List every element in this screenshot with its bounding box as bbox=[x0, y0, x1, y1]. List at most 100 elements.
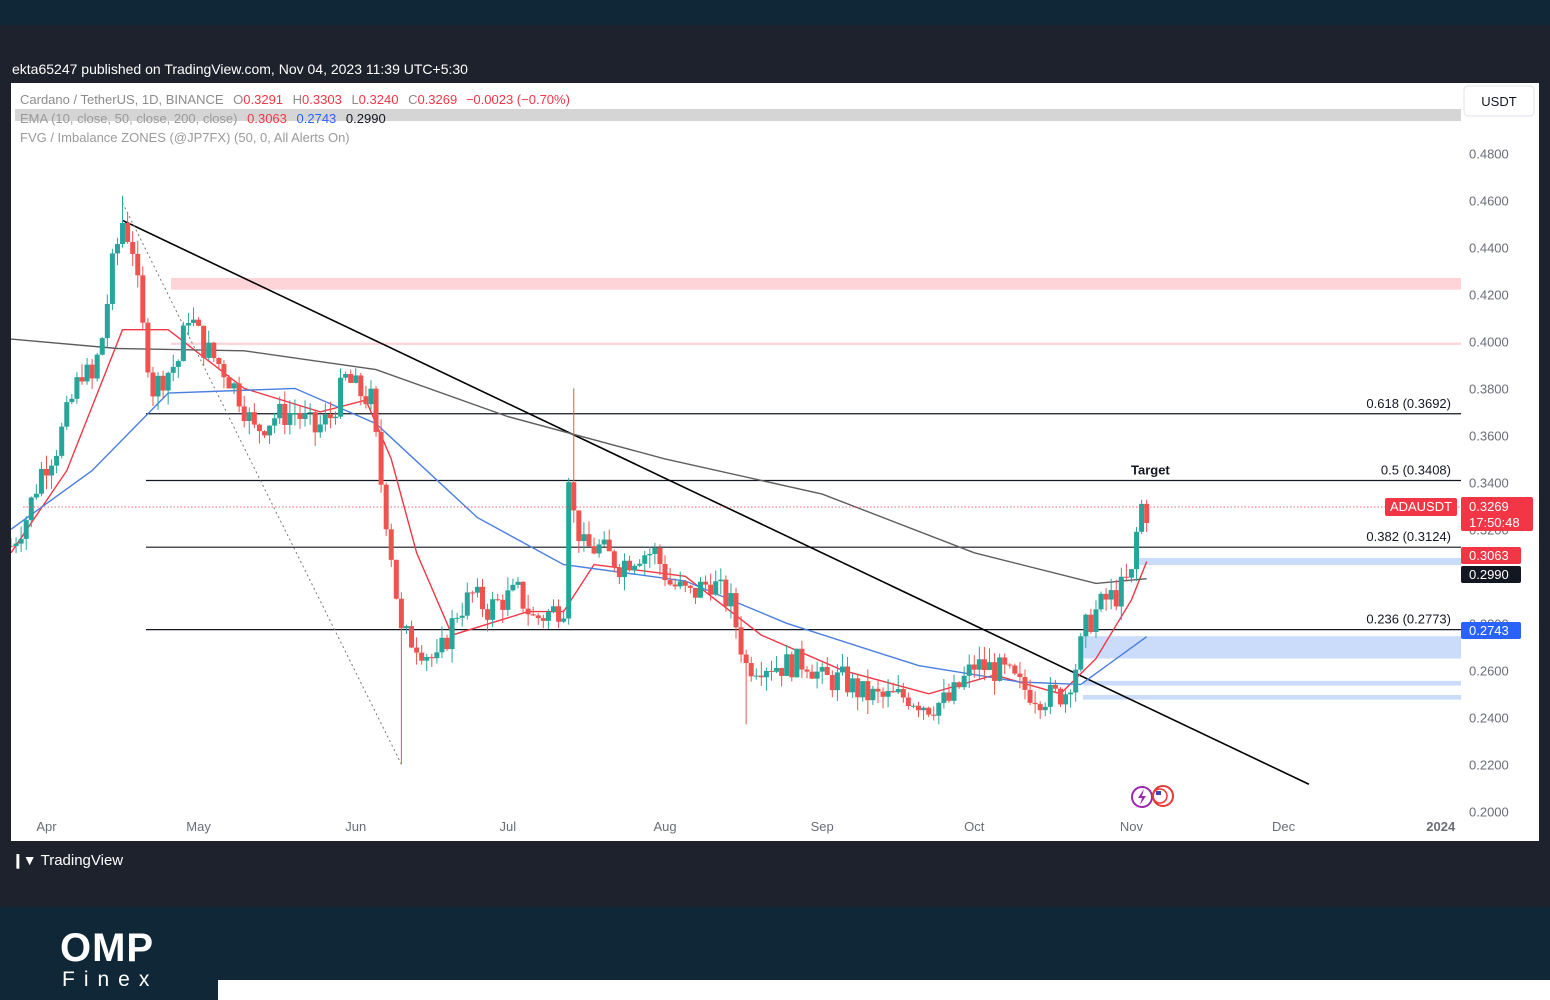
candle-body bbox=[753, 675, 759, 677]
candle-body bbox=[79, 377, 85, 382]
candle-body bbox=[1128, 569, 1134, 578]
legend-fvg: FVG / Imbalance ZONES (@JP7FX) (50, 0, A… bbox=[20, 130, 350, 145]
y-tick-label: 0.4200 bbox=[1469, 287, 1509, 302]
candle-body bbox=[986, 662, 992, 671]
candle-body bbox=[890, 690, 896, 693]
candle-body bbox=[865, 681, 871, 701]
candle-body bbox=[956, 682, 962, 688]
candle-body bbox=[566, 482, 572, 619]
candle-body bbox=[692, 587, 698, 598]
ema10-tag bbox=[1461, 547, 1521, 564]
candle-body bbox=[936, 702, 942, 716]
candle-body bbox=[480, 586, 486, 610]
candle-body bbox=[94, 354, 100, 379]
candle-body bbox=[363, 396, 369, 405]
candle-body bbox=[632, 565, 638, 571]
x-tick-label: 2024 bbox=[1426, 819, 1456, 834]
candle-body bbox=[216, 358, 222, 365]
candle-body bbox=[378, 431, 384, 485]
candle-body bbox=[1027, 689, 1033, 703]
candle-body bbox=[120, 222, 126, 245]
candle-body bbox=[282, 403, 288, 425]
candle-body bbox=[1063, 694, 1069, 705]
candle-body bbox=[713, 581, 719, 595]
chart-container[interactable]: 0.618 (0.3692) 0.5 (0.3408) 0.382 (0.3124)… bbox=[8, 83, 1539, 841]
fib-label-1: 0.5 (0.3408) bbox=[1381, 462, 1451, 477]
candle-body bbox=[596, 544, 602, 554]
candle-body bbox=[708, 584, 714, 595]
candle-body bbox=[647, 553, 653, 556]
candle-body bbox=[211, 342, 217, 359]
ema200-tag-value: 0.2990 bbox=[1469, 567, 1509, 582]
candle-body bbox=[160, 375, 166, 391]
candle-body bbox=[1103, 593, 1109, 600]
price-chart[interactable]: 0.618 (0.3692) 0.5 (0.3408) 0.382 (0.3124)… bbox=[8, 83, 1539, 841]
y-tick-label: 0.4400 bbox=[1469, 240, 1509, 255]
candle-body bbox=[926, 707, 932, 715]
legend-l-value: 0.3240 bbox=[359, 92, 399, 107]
candle-body bbox=[779, 667, 785, 676]
currency-box[interactable] bbox=[1463, 85, 1535, 117]
candle-body bbox=[951, 682, 957, 701]
candle-body bbox=[601, 539, 607, 545]
fvg-zones bbox=[171, 277, 1461, 700]
candles bbox=[8, 195, 1150, 765]
candle-body bbox=[317, 424, 323, 433]
candle-body bbox=[500, 599, 506, 610]
candle-body bbox=[297, 413, 303, 419]
candle-body bbox=[403, 626, 409, 629]
legend-ema50: 0.2743 bbox=[297, 111, 337, 126]
candle-body bbox=[267, 425, 273, 436]
candle-body bbox=[829, 675, 835, 691]
fib-levels: 0.618 (0.3692) 0.5 (0.3408) 0.382 (0.3124)… bbox=[146, 396, 1461, 631]
candle-body bbox=[109, 253, 115, 304]
candle-body bbox=[921, 707, 927, 711]
candle-body bbox=[444, 637, 450, 650]
lightning-icon[interactable] bbox=[1131, 786, 1153, 808]
candle-body bbox=[535, 615, 541, 619]
candle-body bbox=[33, 493, 39, 498]
fvg-blue-zone-1 bbox=[1083, 636, 1461, 659]
legend-h-value: 0.3303 bbox=[302, 92, 342, 107]
candle-body bbox=[763, 670, 769, 678]
candle-body bbox=[338, 377, 344, 417]
candle-body bbox=[910, 705, 916, 707]
us-flag-icon[interactable] bbox=[1152, 785, 1174, 807]
candle-body bbox=[520, 581, 526, 609]
candle-body bbox=[1002, 657, 1008, 665]
candle-body bbox=[191, 319, 197, 323]
candle-body bbox=[758, 675, 764, 678]
candle-body bbox=[332, 416, 338, 419]
candle-body bbox=[1083, 614, 1089, 637]
candle-body bbox=[687, 585, 693, 588]
candle-body bbox=[677, 581, 683, 587]
candle-body bbox=[388, 529, 394, 560]
candle-body bbox=[373, 388, 379, 432]
tradingview-logo[interactable]: ❙▼ TradingView bbox=[12, 852, 123, 869]
symbol-tag-label: ADAUSDT bbox=[1390, 499, 1452, 514]
fib-label-2: 0.382 (0.3124) bbox=[1366, 529, 1451, 544]
countdown: 17:50:48 bbox=[1469, 515, 1520, 530]
candle-body bbox=[895, 688, 901, 693]
candle-body bbox=[206, 342, 212, 358]
candle-body bbox=[561, 618, 567, 622]
candle-body bbox=[140, 275, 146, 323]
candle-body bbox=[439, 637, 445, 653]
candle-body bbox=[946, 692, 952, 701]
candle-body bbox=[28, 497, 34, 521]
legend-ema10: 0.3063 bbox=[247, 111, 287, 126]
ema200-tag bbox=[1461, 566, 1521, 583]
legend-symbol: Cardano / TetherUS, 1D, BINANCE bbox=[20, 92, 224, 107]
candle-body bbox=[611, 551, 617, 568]
candle-body bbox=[464, 592, 470, 616]
candle-body bbox=[981, 659, 987, 671]
candle-body bbox=[540, 618, 546, 621]
candle-body bbox=[272, 418, 278, 426]
candle-body bbox=[900, 688, 906, 698]
candle-body bbox=[150, 372, 156, 397]
candle-body bbox=[875, 688, 881, 692]
candle-body bbox=[368, 388, 374, 405]
top-band bbox=[0, 0, 1550, 25]
candle-body bbox=[637, 563, 643, 566]
candle-body bbox=[698, 581, 704, 598]
